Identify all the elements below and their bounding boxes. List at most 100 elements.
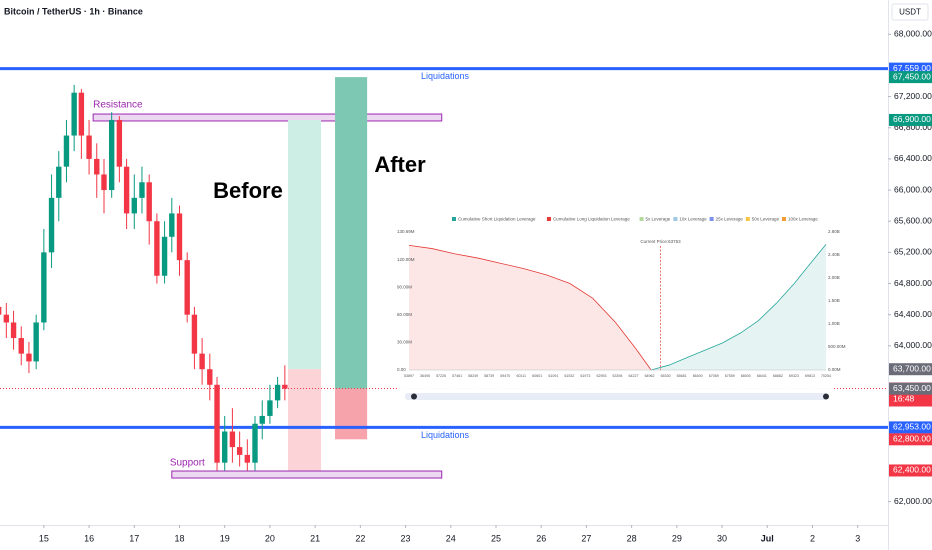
x-tick-label: 25 (491, 533, 501, 543)
inset-left-label: 90.00M (397, 284, 412, 289)
candle-body (108, 119, 115, 191)
liquidation-label: Liquidations (421, 71, 470, 81)
inset-left-label: 30.00M (397, 340, 412, 345)
plot-area: Resistance Support Before After Liquidations… (0, 67, 888, 479)
x-tick-label: 2 (810, 533, 815, 543)
inset-legend-label: Cumulative Short Liquidation Leverage (458, 217, 536, 222)
inset-x-label: 69813 (805, 374, 815, 378)
candle-body (207, 369, 213, 385)
candle-body (63, 135, 70, 167)
short-liquidation-curve-area (651, 244, 826, 370)
chart-title: Bitcoin / TetherUS · 1h · Binance (4, 6, 143, 16)
x-tick-label: 19 (220, 533, 230, 543)
inset-x-label: 67559 (725, 374, 735, 378)
price-label: 63,700.00 (893, 363, 931, 373)
x-tick-label: 22 (355, 533, 365, 543)
inset-right-label: 1.00B (828, 321, 840, 326)
inset-legend-swatch (673, 217, 678, 221)
inset-current-price-label: Current Price:63763 (640, 239, 681, 244)
inset-legend-swatch (546, 217, 551, 221)
target-zone (335, 77, 368, 389)
candle-body (48, 197, 55, 253)
x-tick-label: 24 (446, 533, 456, 543)
price-label: 66,900.00 (893, 114, 931, 124)
candle-body (26, 353, 32, 362)
candle-body (259, 415, 265, 424)
inset-scroll-handle (823, 393, 829, 400)
inset-x-label: 62953 (596, 374, 606, 378)
x-tick-label: 27 (581, 533, 591, 543)
candle-body (229, 431, 236, 448)
inset-legend-swatch (782, 217, 786, 221)
candle-body (236, 447, 243, 455)
x-tick-label: 30 (717, 533, 727, 543)
price-label-box (889, 421, 932, 434)
inset-x-label: 63394 (613, 374, 623, 378)
zone-label: Resistance (93, 100, 143, 111)
price-label-box (889, 382, 932, 395)
price-label-box (889, 464, 932, 477)
candle-body (3, 314, 10, 323)
inset-left-label: 120.00M (397, 257, 415, 262)
candle-body (123, 166, 130, 214)
inset-x-label: 68441 (757, 374, 767, 378)
inset-right-label: 500.00M (828, 344, 846, 349)
currency-box[interactable] (891, 3, 929, 21)
candle-body (0, 306, 2, 315)
inset-left-label: 130.69M (397, 229, 415, 234)
inset-right-label: 0.00M (828, 367, 841, 372)
x-tick-label: 17 (129, 533, 139, 543)
inset-x-label: 64227 (629, 374, 639, 378)
inset-x-label: 36495 (420, 374, 430, 378)
inset-right-label: 1.50B (828, 298, 840, 303)
price-label: 67,450.00 (893, 71, 931, 81)
candle-body (274, 384, 281, 401)
candle-body (161, 236, 168, 276)
inset-x-label: 64962 (645, 374, 655, 378)
y-tick-label: 64,000.00 (894, 340, 932, 350)
candle-body (252, 423, 258, 463)
inset-legend-swatch (639, 217, 644, 221)
price-label-box (889, 113, 932, 126)
inset-left-label: 60.00M (397, 312, 412, 317)
inset-x-label: 61532 (564, 374, 574, 378)
price-label: 63,450.00 (893, 383, 931, 393)
candle-body (18, 338, 24, 354)
inset-x-label: 58739 (484, 374, 494, 378)
candle-body (267, 400, 273, 416)
currency[interactable]: USDT (899, 8, 921, 17)
inset-scroll-handle (411, 393, 417, 400)
y-tick-label: 67,200.00 (894, 91, 932, 101)
inset-x-label: 60111 (517, 374, 526, 378)
inset-left-label: 0.00 (397, 367, 406, 372)
stop-zone (288, 369, 322, 471)
liquidation-label: Liquidations (421, 430, 470, 440)
zone (171, 470, 443, 479)
y-tick-label: 65,200.00 (894, 247, 932, 257)
target-zone (288, 119, 322, 370)
candle-body (214, 384, 220, 463)
inset-x-label: 65681 (677, 374, 687, 378)
candle-body (86, 135, 92, 159)
price-label: 67,559.00 (893, 63, 931, 73)
y-tick-label: 68,000.00 (894, 29, 932, 39)
candle-body (78, 92, 85, 136)
inset-x-label: 57226 (436, 374, 446, 378)
inset-x-label: 57461 (452, 374, 462, 378)
price-label-box (889, 363, 932, 376)
x-tick-label: 29 (672, 533, 682, 543)
x-tick-label: Jul (761, 533, 774, 543)
zone-label: Support (170, 458, 205, 469)
inset-legend-swatch (745, 217, 750, 221)
candle-body (154, 221, 160, 276)
y-tick-label: 66,000.00 (894, 184, 932, 194)
countdown: 16:48 (893, 394, 915, 404)
y-tick-label: 64,400.00 (894, 309, 932, 319)
x-tick-label: 28 (627, 533, 637, 543)
candle-body (191, 314, 198, 354)
inset-legend-label: 50x Leverage (752, 217, 780, 222)
candle-body (41, 252, 47, 323)
inset-legend-label: 10x Leverage (679, 217, 707, 222)
inset-x-label: 66400 (693, 374, 703, 378)
inset-right-label: 2.80B (828, 229, 840, 234)
